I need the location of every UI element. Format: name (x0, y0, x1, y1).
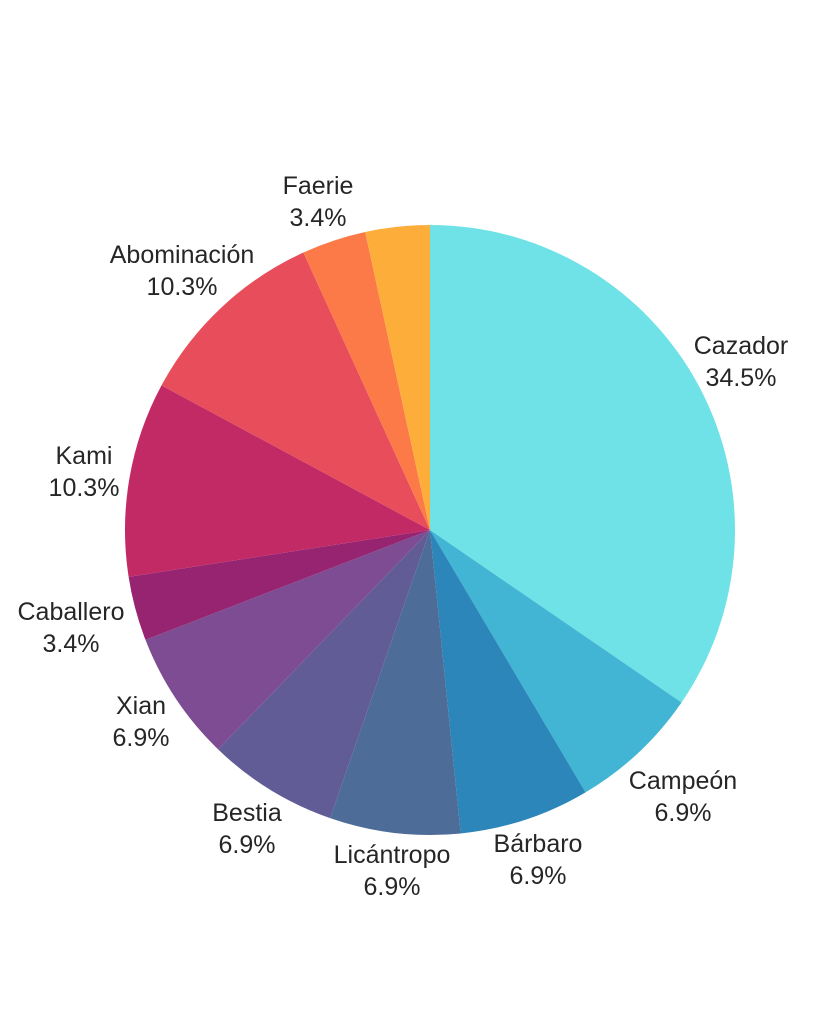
pie-slice-unlabeled (365, 225, 430, 530)
slice-label-licantropo: Licántropo 6.9% (334, 839, 451, 903)
slice-label-pct: 34.5% (705, 364, 777, 392)
slice-label-caballero: Caballero 3.4% (17, 596, 124, 660)
pie-slice-campeon (430, 530, 682, 793)
slice-label-pct: 6.9% (218, 831, 276, 859)
pie-slice-cazador (430, 225, 735, 703)
slice-label-pct: 10.3% (146, 273, 218, 301)
slice-label-name: Caballero (17, 598, 125, 626)
slice-label-pct: 6.9% (654, 799, 712, 827)
slice-label-bestia: Bestia 6.9% (212, 797, 281, 861)
pie-slice-bestia (218, 530, 430, 819)
slice-label-kami: Kami 10.3% (49, 440, 120, 504)
pie-slice-kami (125, 385, 430, 577)
pie-slice-abominacion (161, 252, 430, 530)
pie-slice-xian (145, 530, 430, 750)
pie-slice-licantropo (330, 530, 461, 835)
slice-label-pct: 3.4% (42, 630, 100, 658)
slice-label-name: Abominación (109, 241, 255, 269)
slice-label-xian: Xian 6.9% (113, 690, 170, 754)
slice-label-name: Kami (55, 442, 113, 470)
slice-label-cazador: Cazador 34.5% (694, 330, 789, 394)
slice-label-pct: 6.9% (509, 862, 567, 890)
slice-label-name: Cazador (693, 332, 789, 360)
pie-slice-barbaro (430, 530, 586, 834)
slice-label-name: Licántropo (333, 841, 451, 869)
slice-label-barbaro: Bárbaro 6.9% (494, 828, 583, 892)
slice-label-name: Campeón (628, 767, 738, 795)
slice-label-pct: 3.4% (289, 204, 347, 232)
slice-label-abominacion: Abominación 10.3% (110, 239, 255, 303)
slice-label-faerie: Faerie 3.4% (283, 170, 354, 234)
slice-label-pct: 10.3% (48, 474, 120, 502)
slice-label-name: Bárbaro (493, 830, 583, 858)
pie-slice-caballero (128, 530, 430, 640)
slice-label-pct: 6.9% (363, 873, 421, 901)
slice-label-pct: 6.9% (112, 724, 170, 752)
slice-label-name: Faerie (282, 172, 354, 200)
slice-label-name: Xian (115, 692, 167, 720)
pie-slice-faerie (303, 231, 430, 530)
slice-label-name: Bestia (212, 799, 282, 827)
slice-label-campeon: Campeón 6.9% (629, 765, 737, 829)
